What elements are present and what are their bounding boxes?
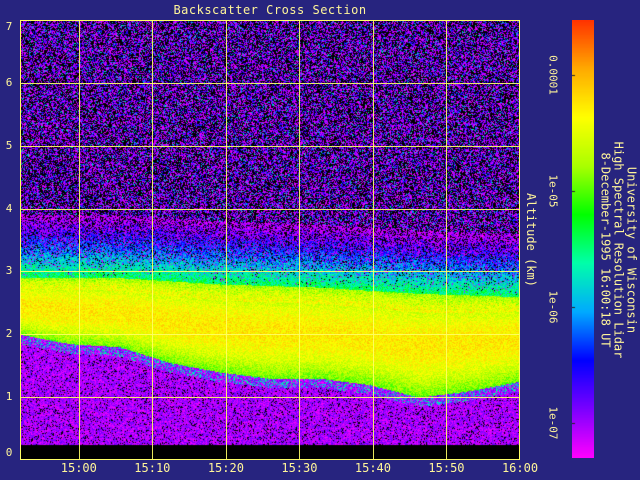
y-tick-label: 3 [5, 264, 13, 278]
colorbar [572, 20, 594, 458]
y-tick-label: 2 [5, 327, 13, 341]
plot-frame [20, 20, 520, 460]
y-tick-label: 6 [5, 75, 13, 89]
backscatter-heatmap [20, 20, 520, 460]
x-tick-label: 15:00 [60, 461, 97, 475]
y-tick-label: 0 [5, 446, 13, 459]
credit-instrument: High Spectral Resolution Lidar [611, 141, 626, 359]
credit-block: University of Wisconsin High Spectral Re… [598, 141, 639, 359]
x-tick-label: 15:40 [354, 461, 391, 475]
credit-institution: University of Wisconsin [624, 166, 639, 334]
colorbar-tick-label: 1e-07 [546, 406, 560, 440]
y-tick-label: 1 [5, 390, 13, 404]
x-tick-label: 15:50 [428, 461, 465, 475]
x-tick-label: 15:20 [207, 461, 244, 475]
plot-area [20, 20, 520, 460]
chart-grid [20, 20, 520, 460]
credit-timestamp: 8-December-1995 16:00:18 UT [598, 152, 613, 348]
chart-title: Backscatter Cross Section [173, 3, 367, 17]
y-tick-label: 7 [5, 20, 13, 33]
colorbar-tick-label: 0.0001 [546, 55, 560, 96]
x-tick-label: 15:30 [281, 461, 318, 475]
colorbar-tick-label: 1e-06 [546, 290, 560, 324]
x-tick-label: 16:00 [501, 461, 539, 475]
colorbar-tick-label: 1e-05 [546, 174, 560, 208]
y-tick-label: 5 [5, 138, 13, 152]
y-tick-label: 4 [5, 201, 13, 215]
y-axis-label: Altitude (km) [524, 193, 538, 287]
x-tick-label: 15:10 [134, 461, 171, 475]
